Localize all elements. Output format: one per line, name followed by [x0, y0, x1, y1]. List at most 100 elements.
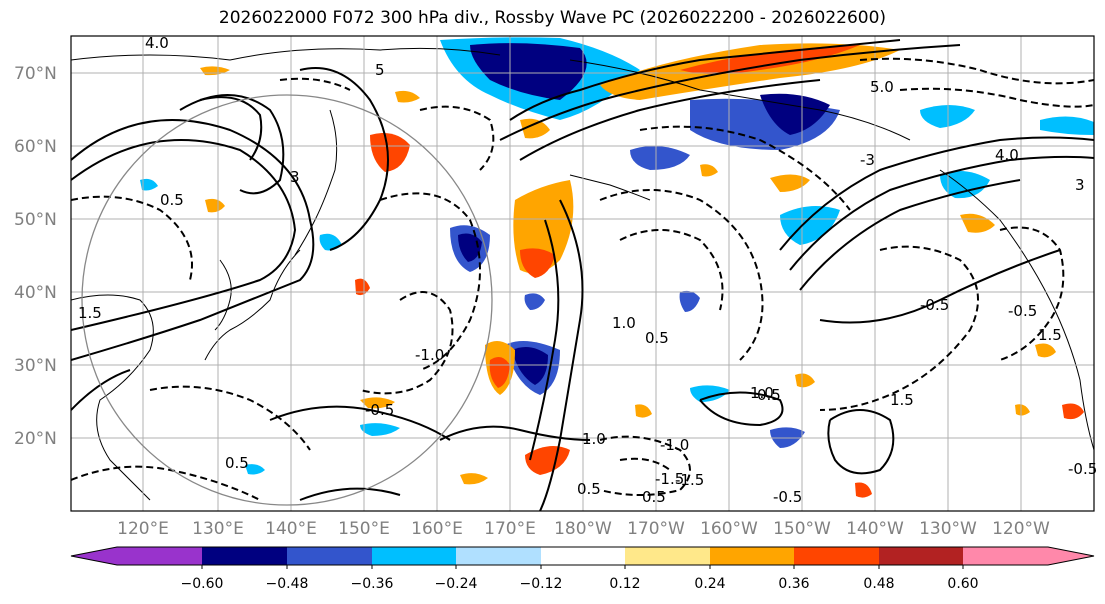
contour-label: 0.5: [645, 329, 669, 347]
contour-solid-14: [819, 249, 1061, 324]
lat-label-40n: 40°N: [14, 283, 57, 303]
contour-dashed-5: [619, 229, 724, 311]
shade-neg-east: [630, 146, 690, 170]
lon-label-160e: 160°E: [411, 519, 463, 539]
colorbar-seg-3: [372, 547, 456, 565]
shade-neg-west: [140, 178, 158, 191]
shade-pos-north-core: [680, 45, 860, 74]
contour-solid-17: [269, 405, 451, 441]
colorbar-ticks: [201, 565, 964, 569]
contour-dashed-7: [859, 57, 1094, 85]
contour-label: 4.0: [995, 146, 1019, 164]
contour-label: -0.5: [1008, 302, 1037, 320]
contour-solid-20: [299, 487, 401, 501]
contour-dashed-2: [379, 192, 481, 371]
contour-dashed-3: [359, 291, 454, 395]
lon-label-120e: 120°E: [117, 519, 169, 539]
shade-neg-south3: [360, 423, 400, 436]
shade-neg-small2: [524, 293, 545, 310]
contour-label: 0.5: [577, 480, 601, 498]
coast-alaska: [569, 59, 911, 141]
contour-label: 1.5: [78, 304, 102, 322]
contour-dashed-8: [899, 87, 1094, 108]
contour-label: 0.5: [225, 454, 249, 472]
colorbar-tick-label: −0.24: [435, 576, 478, 592]
colorbar-seg-8: [794, 547, 879, 565]
lon-label-170w: 170°W: [627, 519, 685, 539]
shade-pos-e2: [1035, 343, 1056, 358]
lon-label-130e: 130°E: [192, 519, 244, 539]
colorbar-seg-0b: [117, 547, 202, 565]
rossby-contours-negative: [71, 57, 1094, 501]
map-frame: [70, 35, 1095, 512]
colorbar-seg-0: [71, 547, 117, 565]
lon-label-150w: 150°W: [773, 519, 831, 539]
shade-pos-w2: [200, 66, 230, 76]
contour-dashed-14: [71, 465, 261, 501]
contour-solid-3: [179, 94, 285, 195]
colorbar-tick-label: −0.48: [266, 576, 309, 592]
colorbar-tick-label: 0.36: [778, 576, 809, 592]
contour-dashed-12: [999, 226, 1065, 361]
lon-label-150e: 150°E: [338, 519, 390, 539]
reference-circle: [81, 94, 493, 506]
shade-neg-central-core: [512, 346, 548, 385]
contour-dashed-1: [71, 195, 193, 281]
contour-solid-10: [529, 219, 560, 461]
contour-label: -0.5: [1068, 460, 1097, 478]
contour-solid-15: [827, 409, 895, 475]
coast-kamchatka: [294, 109, 338, 256]
contour-label: 5.0: [870, 78, 894, 96]
colorbar-seg-2: [287, 547, 372, 565]
colorbar-tick-label: 0.12: [609, 576, 640, 592]
shade-neg-ne2: [760, 93, 830, 135]
rossby-contours: [71, 39, 1094, 511]
contour-dashed-13: [149, 385, 311, 451]
contour-dashed-9: [819, 245, 979, 411]
shade-neg-east5: [940, 171, 990, 199]
shade-neg-small1: [679, 290, 700, 312]
shade-pos-south: [525, 446, 570, 475]
shade-pos-w4: [395, 90, 420, 103]
coastlines: [71, 47, 1094, 501]
contour-dashed-16: [419, 105, 495, 171]
colorbar-seg-10: [963, 547, 1048, 565]
lat-label-70n: 70°N: [14, 64, 57, 84]
contour-solid-19: [71, 369, 131, 411]
colorbar-tick-label: 0.24: [694, 576, 725, 592]
colorbar: −0.60 −0.48 −0.36 −0.24 −0.12 0.12 0.24 …: [70, 546, 1095, 592]
contour-solid-8: [519, 79, 821, 161]
contour-label-group: 4.0 0.5 1.5 5 -0.5 -1.0 1.0 -1.5 3 -3 1.…: [78, 34, 1097, 506]
contour-dashed-6: [639, 125, 851, 211]
divergence-shading: [140, 37, 1094, 498]
shade-neg-east4: [1040, 116, 1094, 135]
coast-asia: [71, 294, 154, 501]
contour-solid-1: [71, 119, 315, 361]
contour-label: -0.5: [920, 296, 949, 314]
colorbar-tick-label: −0.36: [351, 576, 394, 592]
lon-label-140e: 140°E: [265, 519, 317, 539]
coast-siberia: [71, 47, 501, 61]
shade-neg-mid-core: [458, 233, 482, 262]
colorbar-seg-5: [541, 547, 625, 565]
lat-label-30n: 30°N: [14, 356, 57, 376]
contour-dashed-10: [599, 435, 691, 496]
colorbar-seg-9: [879, 547, 963, 565]
lon-label-170e: 170°E: [484, 519, 536, 539]
contour-label: 1.5: [890, 391, 914, 409]
contour-solid-2: [71, 139, 297, 331]
contour-label: -0.5: [773, 488, 802, 506]
longitude-labels: 120°E 130°E 140°E 150°E 160°E 170°E 180°…: [117, 519, 1050, 539]
contour-solid-7: [499, 44, 961, 141]
contour-label: 1.0: [612, 314, 636, 332]
coast-aleutians: [569, 174, 651, 201]
contour-label: 0.5: [757, 386, 781, 404]
coast-japan: [204, 249, 301, 361]
shade-pos-s3: [460, 473, 488, 485]
colorbar-tick-label: 0.60: [947, 576, 978, 592]
contour-label: 3: [290, 168, 300, 186]
contour-label: 3: [1075, 176, 1085, 194]
contour-label: 5: [375, 61, 385, 79]
contour-solid-5: [299, 67, 389, 251]
